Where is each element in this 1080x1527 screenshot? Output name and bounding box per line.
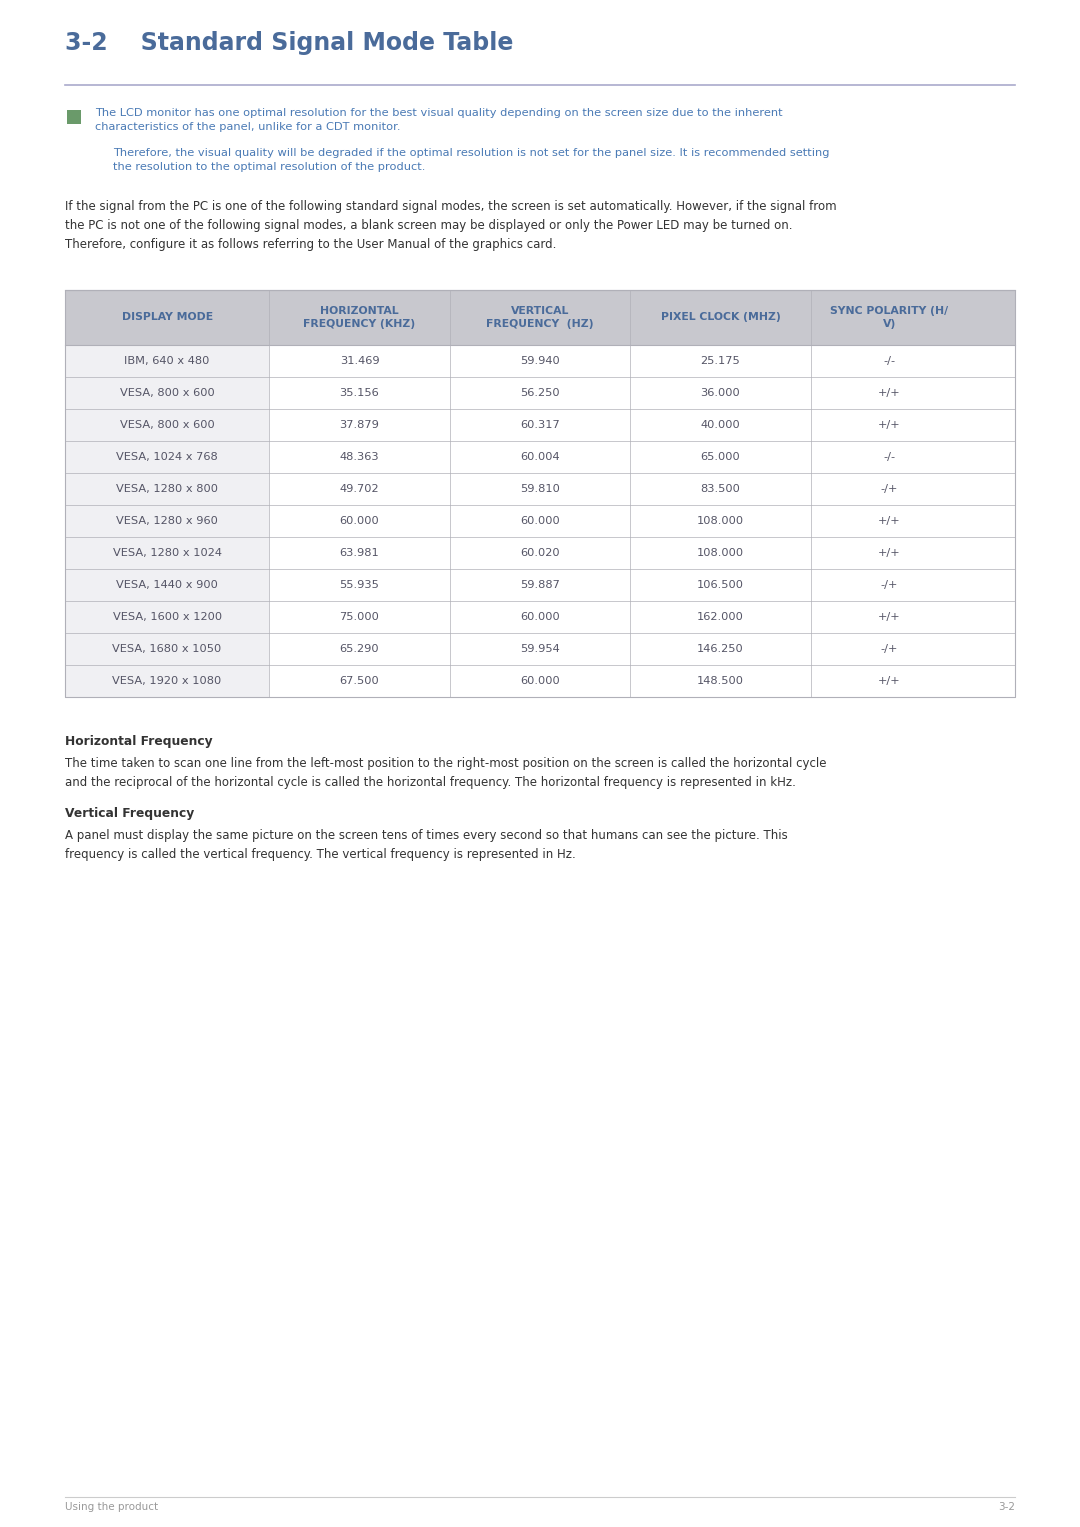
Text: 63.981: 63.981 (339, 548, 379, 557)
Text: 148.500: 148.500 (697, 676, 744, 686)
Bar (65, 473, 269, 505)
Text: A panel must display the same picture on the screen tens of times every second s: A panel must display the same picture on… (65, 829, 787, 861)
Text: 75.000: 75.000 (339, 612, 379, 621)
Text: 59.887: 59.887 (521, 580, 559, 589)
Text: VESA, 1440 x 900: VESA, 1440 x 900 (117, 580, 218, 589)
Text: +/+: +/+ (878, 548, 901, 557)
Text: +/+: +/+ (878, 676, 901, 686)
Text: 40.000: 40.000 (701, 420, 741, 431)
Text: VESA, 1600 x 1200: VESA, 1600 x 1200 (112, 612, 221, 621)
Bar (65, 290, 1015, 345)
Text: +/+: +/+ (878, 388, 901, 399)
Text: 67.500: 67.500 (339, 676, 379, 686)
Text: 59.940: 59.940 (521, 356, 559, 366)
Text: 60.000: 60.000 (521, 516, 559, 525)
Text: VESA, 1280 x 800: VESA, 1280 x 800 (117, 484, 218, 495)
Text: +/+: +/+ (878, 612, 901, 621)
Text: -/-: -/- (883, 356, 895, 366)
Text: +/+: +/+ (878, 516, 901, 525)
Text: 55.935: 55.935 (339, 580, 379, 589)
Text: Using the product: Using the product (65, 1503, 158, 1512)
Text: 60.020: 60.020 (521, 548, 559, 557)
Text: 37.879: 37.879 (339, 420, 379, 431)
Text: 49.702: 49.702 (340, 484, 379, 495)
Text: 106.500: 106.500 (697, 580, 744, 589)
Text: VESA, 800 x 600: VESA, 800 x 600 (120, 388, 215, 399)
Text: 59.810: 59.810 (521, 484, 559, 495)
Bar (65, 290, 1015, 696)
Text: 108.000: 108.000 (697, 516, 744, 525)
FancyBboxPatch shape (67, 110, 81, 124)
Text: VESA, 1024 x 768: VESA, 1024 x 768 (117, 452, 218, 463)
Text: HORIZONTAL
FREQUENCY (KHZ): HORIZONTAL FREQUENCY (KHZ) (303, 307, 416, 328)
Bar (65, 345, 269, 377)
Text: 35.156: 35.156 (339, 388, 379, 399)
Text: 60.317: 60.317 (521, 420, 559, 431)
Text: VESA, 1280 x 960: VESA, 1280 x 960 (117, 516, 218, 525)
Text: 36.000: 36.000 (701, 388, 741, 399)
Text: -/+: -/+ (880, 484, 897, 495)
Text: 31.469: 31.469 (340, 356, 379, 366)
Text: If the signal from the PC is one of the following standard signal modes, the scr: If the signal from the PC is one of the … (65, 200, 837, 250)
Text: -/+: -/+ (880, 644, 897, 654)
Text: -/+: -/+ (880, 580, 897, 589)
Bar (65, 664, 269, 696)
Text: VESA, 1280 x 1024: VESA, 1280 x 1024 (112, 548, 221, 557)
Text: 60.000: 60.000 (521, 676, 559, 686)
Text: 65.000: 65.000 (701, 452, 741, 463)
Text: Vertical Frequency: Vertical Frequency (65, 806, 194, 820)
Text: The LCD monitor has one optimal resolution for the best visual quality depending: The LCD monitor has one optimal resoluti… (95, 108, 783, 131)
Text: Horizontal Frequency: Horizontal Frequency (65, 734, 213, 748)
Text: 146.250: 146.250 (697, 644, 744, 654)
Text: VESA, 1920 x 1080: VESA, 1920 x 1080 (112, 676, 221, 686)
Text: 48.363: 48.363 (340, 452, 379, 463)
Text: 162.000: 162.000 (697, 612, 744, 621)
Text: 60.000: 60.000 (339, 516, 379, 525)
Bar (65, 409, 269, 441)
Text: DISPLAY MODE: DISPLAY MODE (122, 313, 213, 322)
Bar (65, 602, 269, 634)
Text: Therefore, the visual quality will be degraded if the optimal resolution is not : Therefore, the visual quality will be de… (113, 148, 829, 173)
Text: 3-2: 3-2 (998, 1503, 1015, 1512)
Text: 3-2    Standard Signal Mode Table: 3-2 Standard Signal Mode Table (65, 31, 513, 55)
Text: PIXEL CLOCK (MHZ): PIXEL CLOCK (MHZ) (661, 313, 781, 322)
Bar (65, 634, 269, 664)
Text: The time taken to scan one line from the left-most position to the right-most po: The time taken to scan one line from the… (65, 757, 826, 789)
Text: 25.175: 25.175 (701, 356, 741, 366)
Text: 59.954: 59.954 (521, 644, 559, 654)
Text: 83.500: 83.500 (701, 484, 741, 495)
Text: VESA, 1680 x 1050: VESA, 1680 x 1050 (112, 644, 221, 654)
Text: 60.000: 60.000 (521, 612, 559, 621)
Bar (65, 377, 269, 409)
Bar (65, 570, 269, 602)
Text: VERTICAL
FREQUENCY  (HZ): VERTICAL FREQUENCY (HZ) (486, 307, 594, 328)
Text: IBM, 640 x 480: IBM, 640 x 480 (124, 356, 210, 366)
Bar (65, 538, 269, 570)
Text: SYNC POLARITY (H/
V): SYNC POLARITY (H/ V) (831, 307, 948, 328)
Bar (65, 505, 269, 538)
Text: 108.000: 108.000 (697, 548, 744, 557)
Text: VESA, 800 x 600: VESA, 800 x 600 (120, 420, 215, 431)
Text: 56.250: 56.250 (521, 388, 559, 399)
Text: 60.004: 60.004 (521, 452, 559, 463)
Text: 65.290: 65.290 (340, 644, 379, 654)
Text: -/-: -/- (883, 452, 895, 463)
Text: +/+: +/+ (878, 420, 901, 431)
Bar (65, 441, 269, 473)
